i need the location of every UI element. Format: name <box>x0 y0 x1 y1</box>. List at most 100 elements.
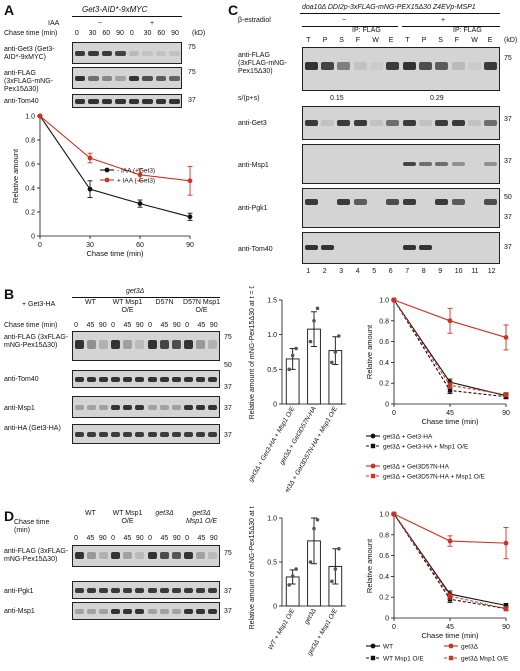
data-point <box>87 155 93 161</box>
data-point <box>503 335 509 340</box>
y-tick-label: 0.5 <box>267 367 277 374</box>
panel-c-minus-line <box>302 26 398 27</box>
chase-time-label: 45 <box>123 322 132 329</box>
panel-a-blot1-label: anti-Get3 (Get3-AID*-9xMYC) <box>4 46 55 61</box>
blot-band <box>74 432 84 437</box>
blot-band <box>88 76 99 81</box>
category-label: get3Δ <box>303 608 318 626</box>
chase-time-label: 90 <box>98 322 107 329</box>
blot-band <box>135 340 145 349</box>
blot-band <box>111 609 121 614</box>
panel-d-letter: D <box>4 508 15 524</box>
x-tick-label: 90 <box>186 242 194 249</box>
panel-c-blot-flag <box>302 47 500 91</box>
blot-band <box>196 340 206 349</box>
fraction-label: F <box>454 37 460 44</box>
y-tick-label: 0.4 <box>379 574 389 581</box>
replicate-dot <box>294 567 298 571</box>
fraction-label: S <box>339 37 344 44</box>
panel-c-blot-pgk1 <box>302 188 500 228</box>
y-tick-label: 0 <box>273 604 277 611</box>
panel-a-blot-flag <box>72 67 182 89</box>
lane-number: 1 <box>306 268 311 275</box>
x-axis-label: Chase time (min) <box>86 249 144 258</box>
panel-c-plus: + <box>441 17 446 24</box>
y-tick-label: 0.2 <box>379 381 389 388</box>
blot-band <box>74 99 85 104</box>
panel-a-kd: (kD) <box>192 30 206 37</box>
blot-band <box>402 245 416 250</box>
blot-band <box>184 432 194 437</box>
y-tick-label: 0.4 <box>25 186 35 193</box>
blot-band <box>386 120 400 126</box>
blot-band <box>418 245 433 250</box>
blot-band <box>135 552 145 559</box>
panel-a-iaa-label: IAA <box>48 20 60 27</box>
legend-label: get3Δ + Get3-HA <box>383 434 433 441</box>
data-point <box>137 201 143 206</box>
chase-time-label: 45 <box>197 322 206 329</box>
legend-marker <box>370 443 376 449</box>
blot-band <box>418 62 433 70</box>
panel-a-letter: A <box>4 2 15 18</box>
panel-b-bar-chart: 0 0.5 1.0 1.5 Relative amount of mNG-Pex15Δ3… <box>248 286 346 492</box>
panel-b-blot-msp1 <box>72 396 220 418</box>
legend-marker <box>448 655 454 661</box>
blot-band <box>135 405 145 410</box>
blot-band <box>208 377 218 382</box>
chase-time-label: 45 <box>160 535 169 542</box>
panel-a-blot3-label: anti-Tom40 <box>4 98 39 105</box>
blot-band <box>208 405 218 410</box>
blot-band <box>123 377 133 382</box>
lane-number: 4 <box>355 268 360 275</box>
blot-band <box>386 199 400 205</box>
panel-d-blot-flag <box>72 545 220 567</box>
panel-d-line-chart: 0 0.2 0.4 0.6 0.8 1.0 0 45 90 Chase time (min) Rel… <box>365 512 510 663</box>
replicate-dot <box>290 353 295 358</box>
panel-d-blot2-mw: 37 <box>224 588 232 595</box>
chase-time-label: 90 <box>209 322 218 329</box>
chase-time-label: 90 <box>172 322 181 329</box>
chase-time-label: 30 <box>88 30 97 37</box>
group-label: get3Δ Msp1 O/E <box>185 510 218 525</box>
legend-label: get3Δ + Get3-HA + Msp1 O/E <box>383 444 469 451</box>
blot-band <box>147 588 157 593</box>
blot-band <box>115 99 126 104</box>
data-point <box>447 388 453 393</box>
blot-band <box>86 340 96 349</box>
chase-time-label: 45 <box>86 322 95 329</box>
blot-band <box>304 245 318 250</box>
data-point <box>87 186 93 192</box>
replicate-dot <box>290 574 295 578</box>
chase-time-label: 0 <box>185 322 190 329</box>
blot-band <box>171 609 181 614</box>
legend-label: get3Δ + Get3D57N-HA <box>383 464 450 471</box>
panel-c-blot1-mw: 75 <box>504 55 512 62</box>
panel-a-blot2-label: anti-FLAG (3xFLAG-mNG-Pex15Δ30) <box>4 70 53 93</box>
blot-band <box>304 199 318 205</box>
replicate-dot <box>315 517 320 522</box>
blot-band <box>159 405 169 410</box>
y-tick-label: 1.0 <box>379 298 389 305</box>
data-point <box>503 540 509 546</box>
blot-band <box>123 432 133 437</box>
panel-c-blot4-mw2: 37 <box>504 214 512 221</box>
panel-d-chase-label: Chase time (min) <box>14 519 50 534</box>
blot-band <box>169 76 180 81</box>
panel-c-plus-line <box>402 26 500 27</box>
panel-c-lane-numbers: 1 2 3 4 5 6 7 8 9 10 11 12 <box>302 268 500 277</box>
legend-marker <box>370 643 376 649</box>
chase-time-label: 0 <box>74 535 79 542</box>
blot-band <box>435 62 449 70</box>
chase-time-label: 0 <box>129 30 134 37</box>
blot-band <box>86 377 96 382</box>
blot-band <box>74 377 84 382</box>
blot-band <box>337 62 351 70</box>
panel-b-letter: B <box>4 286 15 302</box>
lane-number: 11 <box>471 268 479 275</box>
blot-band <box>159 340 169 349</box>
blot-band <box>123 609 133 614</box>
blot-band <box>184 340 194 349</box>
blot-band <box>98 377 108 382</box>
